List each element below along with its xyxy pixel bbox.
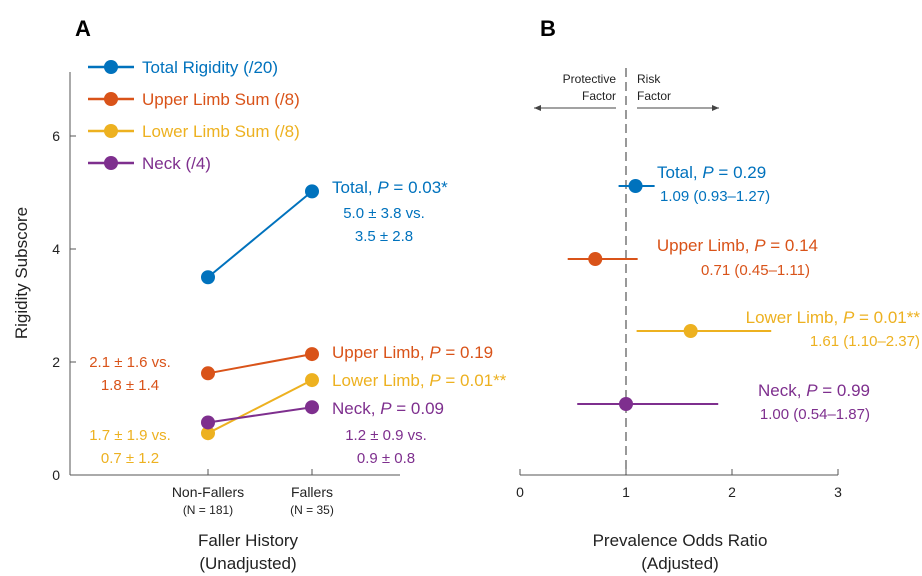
- lower-or-ci-label: 1.61 (1.10–2.37): [810, 333, 920, 350]
- neck-or-point: [619, 397, 633, 411]
- panel-b-series: [567, 179, 772, 411]
- lower-or-p-label: Lower Limb, P = 0.01**: [746, 308, 921, 327]
- panel-b-x-ticks: 0 1 2 3: [516, 469, 842, 500]
- upper-line: [207, 353, 313, 375]
- y-tick-label: 0: [52, 467, 60, 483]
- protective-label-line2: Factor: [582, 89, 616, 103]
- total-point-fallers: [305, 184, 319, 199]
- legend-marker-lower: [104, 124, 118, 138]
- y-tick-label: 2: [52, 354, 60, 370]
- lower-point-non-fallers: [201, 426, 215, 441]
- neck-p-label: Neck, P = 0.09: [332, 399, 444, 418]
- upper-or-p-label: Upper Limb, P = 0.14: [657, 236, 818, 255]
- total-line: [207, 190, 313, 279]
- total-or-point: [628, 179, 643, 193]
- panel-a-x-ticks: Non-Fallers (N = 181) Fallers (N = 35): [172, 469, 334, 517]
- panel-a-legend: Total Rigidity (/20) Upper Limb Sum (/8) L…: [88, 58, 300, 173]
- upper-point-non-fallers: [201, 366, 215, 381]
- total-p-label: Total, P = 0.03*: [332, 178, 448, 197]
- risk-label-line1: Risk: [637, 72, 661, 86]
- risk-label-line2: Factor: [637, 89, 671, 103]
- b-x-tick-label: 2: [728, 484, 736, 500]
- x-tick-label: Non-Fallers: [172, 484, 244, 500]
- legend-marker-neck: [104, 156, 118, 170]
- upper-stats-line: 1.8 ± 1.4: [101, 377, 159, 394]
- upper-point-fallers: [305, 347, 319, 362]
- x-tick-sublabel: (N = 181): [183, 503, 233, 517]
- neck-line: [207, 406, 313, 424]
- legend-label-lower: Lower Limb Sum (/8): [142, 122, 300, 141]
- panel-a-y-axis-title: Rigidity Subscore: [12, 207, 31, 339]
- legend-marker-upper: [104, 92, 118, 106]
- panel-a-line-chart: Rigidity Subscore Faller History (Unadju…: [12, 58, 507, 573]
- upper-stats-line: 2.1 ± 1.6 vs.: [89, 354, 171, 371]
- panel-b-label: B: [540, 16, 556, 41]
- panel-a-series: [201, 184, 319, 441]
- b-x-tick-label: 0: [516, 484, 524, 500]
- b-x-tick-label: 3: [834, 484, 842, 500]
- panel-b-forest-plot: Prevalence Odds Ratio (Adjusted) Protect…: [516, 68, 920, 573]
- panel-b-x-axis-title-line2: (Adjusted): [641, 554, 718, 573]
- lower-stats-line: 0.7 ± 1.2: [101, 450, 159, 467]
- lower-line: [207, 379, 313, 435]
- lower-p-label: Lower Limb, P = 0.01**: [332, 371, 507, 390]
- protective-label-line1: Protective: [563, 72, 617, 86]
- upper-or-ci-label: 0.71 (0.45–1.11): [701, 262, 810, 279]
- x-tick-label: Fallers: [291, 484, 333, 500]
- neck-or-ci-label: 1.00 (0.54–1.87): [760, 406, 870, 423]
- total-stats-line: 5.0 ± 3.8 vs.: [343, 205, 425, 222]
- neck-point-fallers: [305, 400, 319, 415]
- panel-a-annotations: Total, P = 0.03* Upper Limb, P = 0.19 Lowe…: [89, 178, 507, 467]
- total-or-ci-label: 1.09 (0.93–1.27): [660, 188, 770, 205]
- neck-stats-line: 1.2 ± 0.9 vs.: [345, 427, 427, 444]
- panel-a-x-axis-title-line1: Faller History: [198, 531, 299, 550]
- panel-a-label: A: [75, 16, 91, 41]
- neck-stats-line: 0.9 ± 0.8: [357, 450, 415, 467]
- lower-or-point: [683, 324, 698, 338]
- lower-stats-line: 1.7 ± 1.9 vs.: [89, 427, 171, 444]
- panel-a-y-ticks: 0 2 4 6: [52, 128, 76, 483]
- total-or-p-label: Total, P = 0.29: [657, 163, 766, 182]
- neck-or-p-label: Neck, P = 0.99: [758, 381, 870, 400]
- panel-a-x-axis-title-line2: (Unadjusted): [199, 554, 296, 573]
- legend-marker-total: [104, 60, 118, 74]
- upper-or-point: [588, 252, 603, 266]
- protective-arrowhead: [534, 105, 541, 111]
- neck-point-non-fallers: [201, 415, 215, 430]
- legend-label-neck: Neck (/4): [142, 154, 211, 173]
- risk-arrowhead: [712, 105, 719, 111]
- panel-b-x-axis-title-line1: Prevalence Odds Ratio: [593, 531, 768, 550]
- lower-point-fallers: [305, 373, 319, 388]
- legend-label-upper: Upper Limb Sum (/8): [142, 90, 300, 109]
- total-point-non-fallers: [201, 270, 215, 285]
- b-x-tick-label: 1: [622, 484, 630, 500]
- y-tick-label: 6: [52, 128, 60, 144]
- total-stats-line: 3.5 ± 2.8: [355, 228, 413, 245]
- legend-label-total: Total Rigidity (/20): [142, 58, 278, 77]
- panel-b-annotations: Total, P = 0.29 1.09 (0.93–1.27) Upper Lim…: [657, 163, 921, 423]
- upper-p-label: Upper Limb, P = 0.19: [332, 343, 493, 362]
- x-tick-sublabel: (N = 35): [290, 503, 334, 517]
- y-tick-label: 4: [52, 241, 60, 257]
